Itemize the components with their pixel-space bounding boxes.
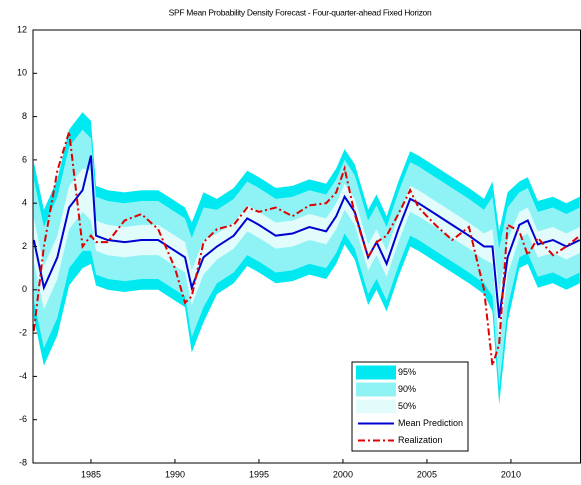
x-tick-label: 1985 (81, 469, 101, 479)
y-tick-label: 8 (22, 111, 27, 121)
y-tick-label: -2 (19, 327, 27, 337)
legend-label: 50% (398, 401, 416, 411)
x-tick-label: 1990 (165, 469, 185, 479)
y-tick-label: 12 (17, 24, 27, 34)
y-tick-label: -4 (19, 371, 27, 381)
series-line (33, 131, 581, 366)
x-tick-label: 1995 (249, 469, 269, 479)
band (33, 129, 580, 388)
y-tick-label: 4 (22, 198, 27, 208)
band (33, 168, 580, 344)
legend-swatch (356, 365, 396, 380)
y-tick-label: -8 (19, 457, 27, 467)
plot (33, 112, 581, 405)
legend: 95% 90% 50% Mean Prediction Realization (351, 361, 469, 452)
x-tick-label: 2010 (501, 469, 521, 479)
chart-title: SPF Mean Probability Density Forecast - … (169, 7, 432, 17)
legend-label: 95% (398, 367, 416, 377)
series-line (33, 155, 581, 319)
y-tick-label: 10 (17, 68, 27, 78)
legend-label: Realization (398, 435, 443, 445)
x-tick-label: 2000 (333, 469, 353, 479)
legend-swatch (356, 382, 396, 397)
legend-swatch (356, 399, 396, 414)
y-tick-label: 0 (22, 284, 27, 294)
y-tick-label: -6 (19, 414, 27, 424)
y-tick-label: 2 (22, 241, 27, 251)
legend-label: 90% (398, 384, 416, 394)
y-tick-label: 6 (22, 154, 27, 164)
x-tick-label: 2005 (417, 469, 437, 479)
legend-label: Mean Prediction (398, 418, 463, 428)
